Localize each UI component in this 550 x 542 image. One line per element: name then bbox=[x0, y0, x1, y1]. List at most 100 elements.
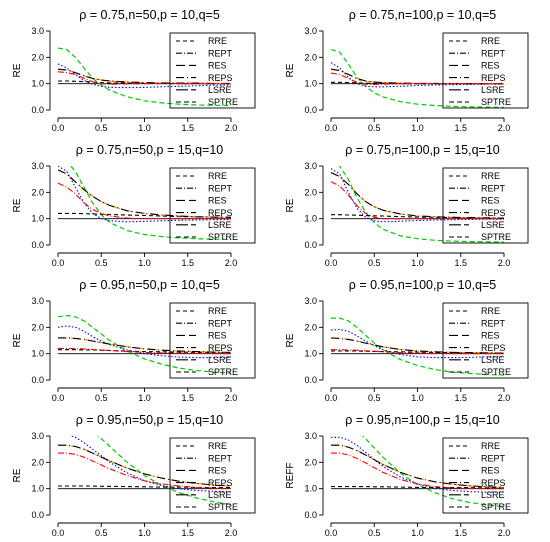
y-tick-label: 1.0 bbox=[304, 79, 317, 89]
legend-label-sptre: SPTRE bbox=[208, 502, 238, 512]
legend-label-rre: RRE bbox=[481, 441, 500, 451]
y-tick-label: 1.0 bbox=[304, 484, 317, 494]
x-tick-label: 1.0 bbox=[138, 258, 151, 268]
plot-area bbox=[58, 436, 231, 506]
legend-label-rre: RRE bbox=[208, 306, 227, 316]
x-tick-label: 0.5 bbox=[95, 258, 108, 268]
plot-area bbox=[58, 47, 231, 107]
chart-title: ρ = 0.75,n=100,p = 10,q=5 bbox=[349, 8, 497, 22]
legend-label-lsre: LSRE bbox=[481, 355, 505, 365]
legend-label-lsre: LSRE bbox=[481, 490, 505, 500]
plot-area bbox=[58, 166, 231, 241]
legend-label-rre: RRE bbox=[208, 441, 227, 451]
legend-label-rept: REPT bbox=[481, 183, 506, 193]
legend-label-rre: RRE bbox=[481, 306, 500, 316]
y-tick-label: 1.0 bbox=[31, 349, 44, 359]
legend: RRE REPT RES REPS LSRE SPTRE bbox=[442, 302, 529, 379]
series-line-res bbox=[58, 169, 231, 218]
y-tick-label: 0.0 bbox=[31, 375, 44, 385]
y-tick-label: 0.0 bbox=[31, 510, 44, 520]
legend-label-rre: RRE bbox=[481, 171, 500, 181]
legend-label-res: RES bbox=[481, 466, 500, 476]
plot-area bbox=[331, 48, 504, 108]
x-tick-label: 2.0 bbox=[225, 123, 238, 133]
legend: RRE REPT RES REPS LSRE SPTRE bbox=[169, 302, 256, 379]
axes: 0.0 1.0 2.0 3.0 0.0 0.5 1.0 1.5 2.0 bbox=[304, 431, 510, 538]
axes: 0.0 1.0 2.0 3.0 0.0 0.5 1.0 1.5 2.0 bbox=[304, 296, 510, 403]
legend-label-rre: RRE bbox=[208, 171, 227, 181]
chart-panel-4: ρ = 0.75,n=100,p = 15,q=10 RE RRE REPT RES RE… bbox=[285, 143, 529, 268]
legend-label-reps: REPS bbox=[208, 343, 233, 353]
y-tick-label: 0.0 bbox=[304, 240, 317, 250]
x-tick-label: 2.0 bbox=[498, 123, 511, 133]
legend-label-res: RES bbox=[208, 466, 227, 476]
x-tick-label: 0.5 bbox=[95, 123, 108, 133]
y-axis-label: RE bbox=[12, 468, 23, 482]
x-tick-label: 2.0 bbox=[225, 258, 238, 268]
series-line-res bbox=[331, 444, 504, 488]
x-tick-label: 0.0 bbox=[325, 528, 338, 538]
chart-panel-6: ρ = 0.95,n=100,p = 10,q=5 RE RRE REPT RES REP… bbox=[285, 278, 529, 403]
y-tick-label: 2.0 bbox=[304, 187, 317, 197]
y-tick-label: 1.0 bbox=[304, 214, 317, 224]
legend-label-lsre: LSRE bbox=[208, 355, 232, 365]
series-line-res bbox=[58, 68, 231, 84]
y-tick-label: 0.0 bbox=[31, 240, 44, 250]
x-tick-label: 1.5 bbox=[181, 258, 194, 268]
x-tick-label: 1.5 bbox=[181, 123, 194, 133]
legend-label-sptre: SPTRE bbox=[481, 367, 511, 377]
series-line-lsre bbox=[331, 168, 504, 223]
legend-box bbox=[442, 302, 529, 379]
legend-label-rept: REPT bbox=[208, 318, 233, 328]
y-tick-label: 3.0 bbox=[304, 161, 317, 171]
series-line-reps bbox=[58, 337, 231, 353]
chart-title: ρ = 0.75,n=100,p = 15,q=10 bbox=[345, 143, 500, 157]
x-tick-label: 1.5 bbox=[454, 123, 467, 133]
legend-label-rre: RRE bbox=[481, 36, 500, 46]
y-tick-label: 0.0 bbox=[31, 105, 44, 115]
legend-label-res: RES bbox=[481, 196, 500, 206]
y-tick-label: 3.0 bbox=[304, 26, 317, 36]
plot-area bbox=[331, 436, 504, 508]
legend: RRE REPT RES REPS LSRE SPTRE bbox=[169, 167, 256, 244]
x-tick-label: 1.5 bbox=[181, 393, 194, 403]
legend-box bbox=[169, 167, 256, 244]
legend-label-sptre: SPTRE bbox=[481, 232, 511, 242]
legend-label-reps: REPS bbox=[481, 478, 506, 488]
chart-title: ρ = 0.95,n=50,p = 15,q=10 bbox=[76, 413, 224, 427]
y-tick-label: 3.0 bbox=[304, 296, 317, 306]
y-tick-label: 2.0 bbox=[31, 187, 44, 197]
y-axis-label: RE bbox=[12, 198, 23, 212]
legend-label-sptre: SPTRE bbox=[481, 502, 511, 512]
legend-label-rept: REPT bbox=[208, 48, 233, 58]
legend-label-reps: REPS bbox=[481, 73, 506, 83]
legend-label-reps: REPS bbox=[481, 343, 506, 353]
legend-label-rept: REPT bbox=[481, 318, 506, 328]
legend-label-reps: REPS bbox=[481, 208, 506, 218]
y-axis-label: RE bbox=[12, 63, 23, 77]
legend-box bbox=[442, 32, 529, 109]
y-tick-label: 2.0 bbox=[31, 457, 44, 467]
series-line-rre bbox=[331, 486, 504, 489]
legend-label-lsre: LSRE bbox=[208, 220, 232, 230]
y-tick-label: 3.0 bbox=[31, 296, 44, 306]
series-line-reps bbox=[331, 337, 504, 354]
legend-label-res: RES bbox=[481, 331, 500, 341]
x-tick-label: 0.5 bbox=[95, 393, 108, 403]
x-tick-label: 2.0 bbox=[225, 528, 238, 538]
series-line-lsre bbox=[58, 325, 231, 359]
legend-label-reps: REPS bbox=[208, 208, 233, 218]
legend: RRE REPT RES REPS LSRE SPTRE bbox=[169, 32, 256, 109]
series-line-res bbox=[331, 68, 504, 85]
y-tick-label: 0.0 bbox=[304, 375, 317, 385]
series-line-rept bbox=[58, 452, 231, 489]
legend: RRE REPT RES REPS LSRE SPTRE bbox=[169, 437, 256, 514]
x-tick-label: 1.5 bbox=[454, 258, 467, 268]
series-line-lsre bbox=[331, 436, 504, 493]
legend-label-res: RES bbox=[208, 196, 227, 206]
chart-panel-3: ρ = 0.75,n=50,p = 15,q=10 RE RRE REPT RES REP… bbox=[12, 143, 256, 268]
chart-panel-8: ρ = 0.95,n=100,p = 15,q=10 REFF RRE REPT RES… bbox=[285, 413, 529, 538]
series-line-reps bbox=[58, 68, 231, 84]
x-tick-label: 0.0 bbox=[325, 123, 338, 133]
legend-label-sptre: SPTRE bbox=[481, 97, 511, 107]
